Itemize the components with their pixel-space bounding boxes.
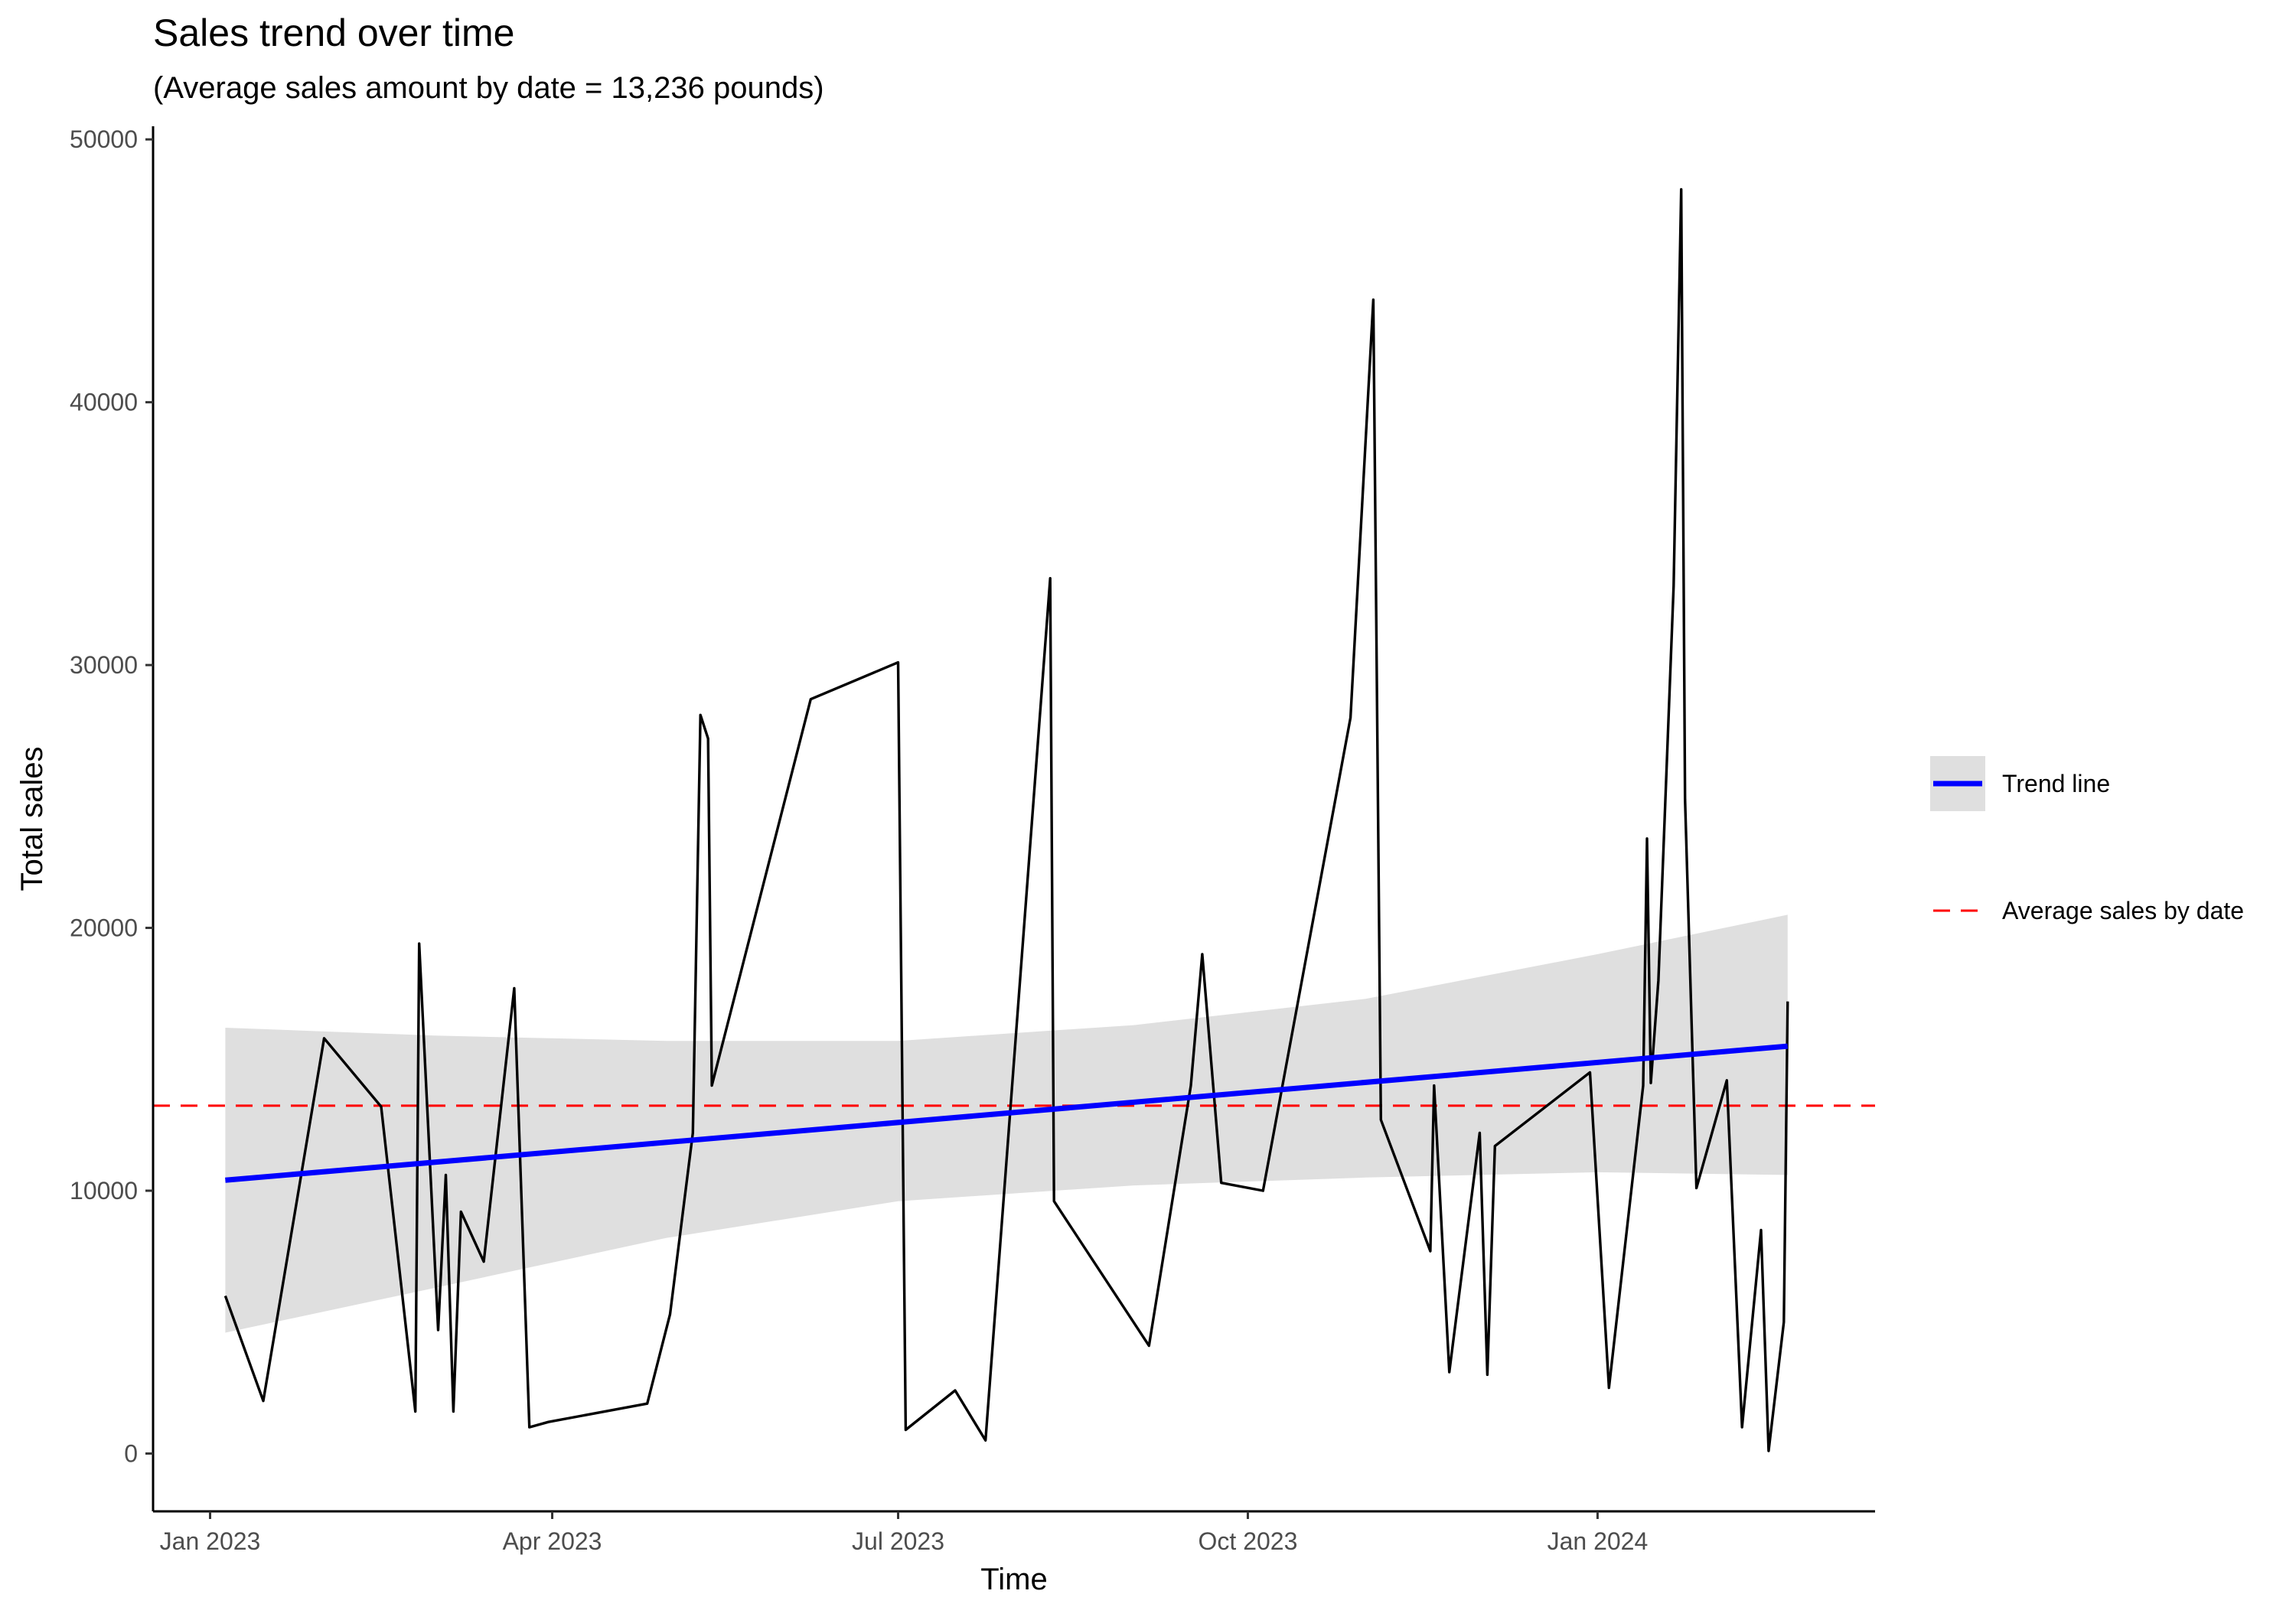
y-tick-label: 10000 [70,1177,138,1204]
legend-item-trend-line: Trend line [1930,756,2110,811]
legend-item-average-sales: Average sales by date [1933,897,2244,924]
x-tick-label: Apr 2023 [503,1527,602,1555]
legend: Trend line Average sales by date [1930,756,2244,924]
y-tick-label: 50000 [70,125,138,153]
x-tick-label: Jan 2024 [1548,1527,1649,1555]
chart-title: Sales trend over time [153,11,514,54]
y-axis-ticks: 0 10000 20000 30000 40000 50000 [70,125,153,1467]
trend-confidence-band [225,914,1788,1333]
y-axis-title: Total sales [15,747,49,892]
legend-label-average-sales: Average sales by date [2002,897,2244,924]
x-tick-label: Jul 2023 [852,1527,944,1555]
x-tick-label: Oct 2023 [1199,1527,1298,1555]
y-tick-label: 20000 [70,914,138,942]
y-tick-label: 30000 [70,651,138,679]
legend-label-trend-line: Trend line [2002,770,2110,797]
trend-line [225,1043,1789,1183]
x-axis-title: Time [980,1563,1047,1596]
y-tick-label: 40000 [70,389,138,416]
x-axis-ticks: Jan 2023 Apr 2023 Jul 2023 Oct 2023 Jan 2024 [160,1511,1649,1555]
total-sales-line [223,187,1789,1452]
plot-area [153,187,1875,1452]
x-tick-label: Jan 2023 [160,1527,261,1555]
chart-subtitle: (Average sales amount by date = 13,236 p… [153,71,824,105]
y-tick-label: 0 [124,1439,138,1467]
